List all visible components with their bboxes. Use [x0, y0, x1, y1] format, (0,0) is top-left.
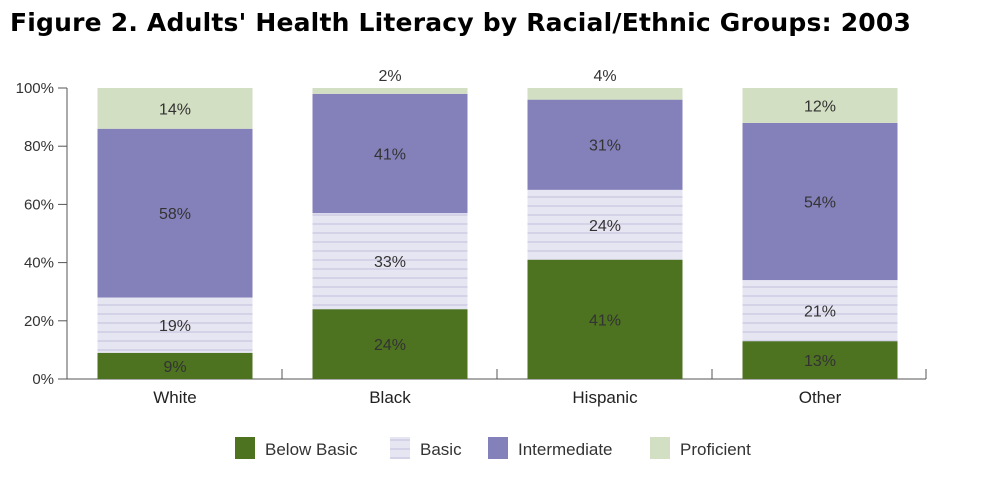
- legend-label-intermediate: Intermediate: [518, 440, 613, 459]
- axes: 0% 20% 40% 60% 80% 100% White Black Hispanic Othe…: [16, 80, 927, 407]
- y-tick-label: 20%: [24, 313, 54, 330]
- y-tick-label: 0%: [32, 371, 54, 388]
- bar-other-basic: [742, 280, 898, 342]
- bar-hispanic-basic: [527, 189, 683, 260]
- data-label-other-proficient: 12%: [804, 98, 836, 115]
- data-labels: 9% 19% 58% 14% 24% 33% 41% 2% 41% 24% 31% 4% 13% 21% 5…: [159, 68, 836, 376]
- x-tick-label-white: White: [153, 388, 196, 407]
- bar-black-intermediate: [312, 93, 468, 214]
- data-label-white-intermediate: 58%: [159, 206, 191, 223]
- data-label-white-proficient: 14%: [159, 101, 191, 118]
- data-label-white-below-basic: 9%: [163, 359, 186, 376]
- data-label-hispanic-proficient: 4%: [593, 68, 616, 85]
- y-tick-label: 80%: [24, 138, 54, 155]
- legend-swatch-proficient: [650, 437, 670, 459]
- data-label-hispanic-intermediate: 31%: [589, 138, 621, 155]
- data-label-black-basic: 33%: [374, 254, 406, 271]
- bar-white-proficient: [97, 88, 253, 129]
- legend-label-proficient: Proficient: [680, 440, 751, 459]
- legend-swatch-intermediate: [488, 437, 508, 459]
- bar-black-below-basic: [312, 309, 468, 379]
- data-label-other-intermediate: 54%: [804, 194, 836, 211]
- bar-black-proficient: [312, 88, 468, 94]
- bar-white-basic: [97, 297, 253, 353]
- data-label-other-basic: 21%: [804, 304, 836, 321]
- legend: Below Basic Basic Intermediate Proficient: [235, 437, 751, 459]
- data-label-other-below-basic: 13%: [804, 353, 836, 370]
- legend-label-below-basic: Below Basic: [265, 440, 358, 459]
- y-tick-label: 40%: [24, 255, 54, 272]
- bar-hispanic-below-basic: [527, 259, 683, 379]
- bar-white-intermediate: [97, 128, 253, 298]
- x-tick-label-black: Black: [369, 388, 411, 407]
- data-label-black-proficient: 2%: [378, 68, 401, 85]
- bar-hispanic-proficient: [527, 88, 683, 100]
- x-tick-label-hispanic: Hispanic: [572, 388, 638, 407]
- bar-black-basic: [312, 213, 468, 310]
- bar-hispanic-intermediate: [527, 99, 683, 190]
- data-label-hispanic-basic: 24%: [589, 218, 621, 235]
- legend-swatch-basic: [390, 437, 410, 459]
- x-tick-label-other: Other: [799, 388, 842, 407]
- bar-other-intermediate: [742, 122, 898, 281]
- bar-white-below-basic: [97, 352, 253, 379]
- legend-swatch-below-basic: [235, 437, 255, 459]
- data-label-black-intermediate: 41%: [374, 146, 406, 163]
- chart-title: Figure 2. Adults' Health Literacy by Rac…: [10, 8, 912, 37]
- legend-label-basic: Basic: [420, 440, 462, 459]
- data-label-hispanic-below-basic: 41%: [589, 312, 621, 329]
- y-tick-label: 100%: [16, 80, 54, 97]
- data-label-white-basic: 19%: [159, 318, 191, 335]
- bar-other-proficient: [742, 88, 898, 123]
- y-tick-label: 60%: [24, 196, 54, 213]
- bar-other-below-basic: [742, 341, 898, 379]
- bars: [97, 88, 898, 379]
- data-label-black-below-basic: 24%: [374, 337, 406, 354]
